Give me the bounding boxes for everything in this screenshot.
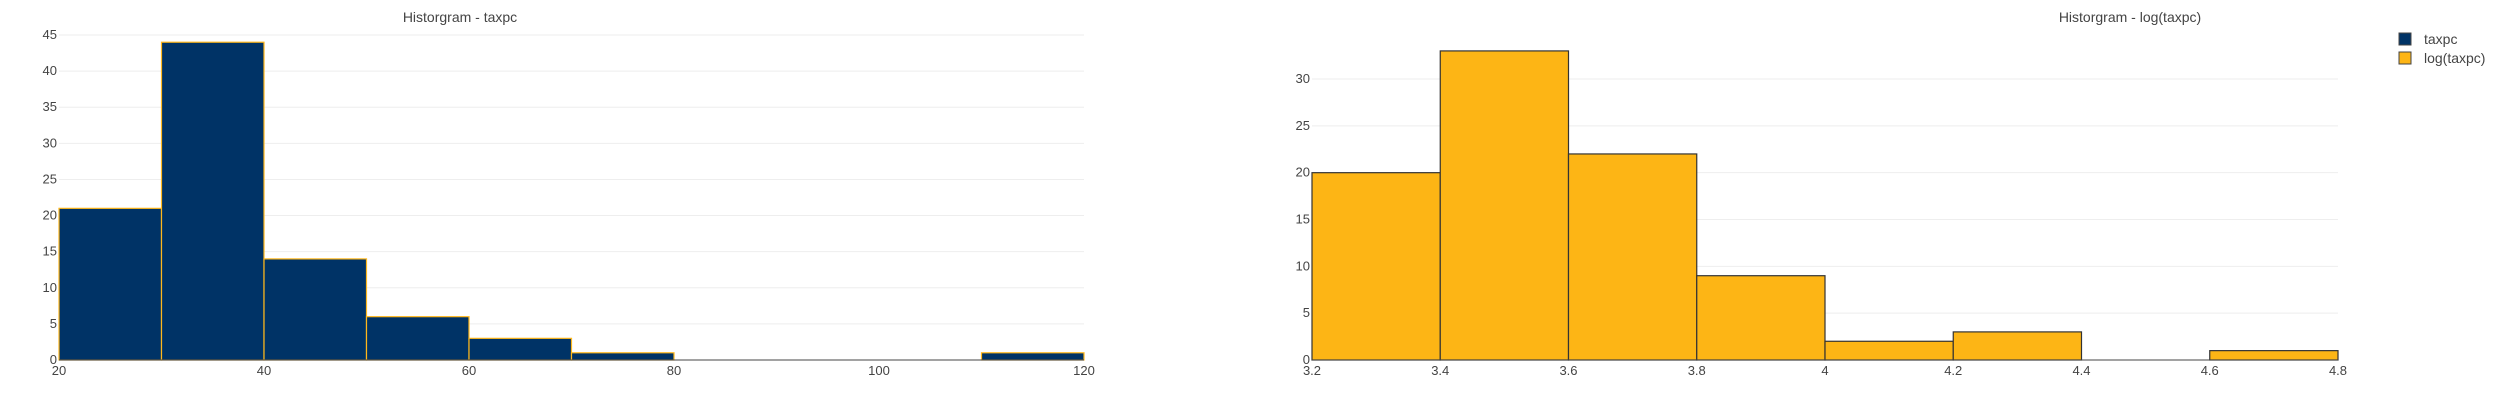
histogram-bar[interactable] <box>365 316 470 361</box>
y-tick-label: 25 <box>43 171 57 186</box>
x-tick-label: 100 <box>868 363 890 378</box>
y-tick-label: 25 <box>1296 118 1310 133</box>
y-tick-label: 5 <box>1303 305 1310 320</box>
y-tick-label: 10 <box>43 280 57 295</box>
x-tick-label: 4 <box>1821 363 1828 378</box>
histogram-bar[interactable] <box>263 258 368 361</box>
histogram-bar[interactable] <box>1567 153 1698 361</box>
histogram-bar[interactable] <box>2209 350 2339 361</box>
histogram-bar[interactable] <box>1952 331 2083 361</box>
x-tick-label: 4.6 <box>2201 363 2219 378</box>
histogram-bar[interactable] <box>570 352 675 361</box>
legend: taxpc log(taxpc) <box>2398 31 2485 66</box>
histogram-bar[interactable] <box>468 337 573 361</box>
histogram-bar[interactable] <box>1439 50 1570 361</box>
x-tick-label: 3.6 <box>1559 363 1577 378</box>
y-tick-label: 0 <box>50 352 57 367</box>
x-tick-label: 4.8 <box>2329 363 2347 378</box>
y-tick-label: 5 <box>50 316 57 331</box>
y-tick-label: 15 <box>43 244 57 259</box>
y-tick-label: 35 <box>43 99 57 114</box>
y-tick-label: 0 <box>1303 352 1310 367</box>
x-tick-label: 60 <box>462 363 476 378</box>
x-tick-label: 3.2 <box>1303 363 1321 378</box>
y-tick-label: 30 <box>1296 71 1310 86</box>
x-tick-label: 4.4 <box>2072 363 2090 378</box>
histogram-bar[interactable] <box>980 352 1085 361</box>
x-tick-label: 120 <box>1073 363 1095 378</box>
legend-swatch-log-taxpc[interactable] <box>2398 51 2412 65</box>
y-tick-label: 20 <box>43 208 57 223</box>
legend-swatch-taxpc[interactable] <box>2398 32 2412 46</box>
histogram-bar[interactable] <box>1696 275 1826 361</box>
x-tick-label: 3.8 <box>1688 363 1706 378</box>
histogram-bar[interactable] <box>160 41 265 361</box>
x-tick-label: 4.2 <box>1944 363 1962 378</box>
y-tick-label: 20 <box>1296 165 1310 180</box>
histogram-bar[interactable] <box>1311 172 1441 361</box>
x-tick-label: 3.4 <box>1431 363 1449 378</box>
histogram-taxpc: Historgram - taxpc 0 5 10 15 20 25 30 35 40 45 20 40… <box>43 9 1095 378</box>
y-tick-label: 30 <box>43 135 57 150</box>
legend-label-taxpc[interactable]: taxpc <box>2424 31 2457 47</box>
y-tick-label: 40 <box>43 63 57 78</box>
y-tick-label: 15 <box>1296 212 1310 227</box>
histogram-bar[interactable] <box>58 207 163 361</box>
histogram-log-taxpc: Historgram - log(taxpc) 0 5 10 15 20 25 30 3.2 3.… <box>1296 9 2348 378</box>
histogram-bar[interactable] <box>1824 340 1954 361</box>
chart-title: Historgram - log(taxpc) <box>2059 9 2201 25</box>
x-tick-label: 40 <box>257 363 271 378</box>
y-tick-label: 45 <box>43 27 57 42</box>
x-tick-label: 80 <box>667 363 681 378</box>
y-tick-label: 10 <box>1296 258 1310 273</box>
chart-title: Historgram - taxpc <box>403 9 517 25</box>
x-tick-label: 20 <box>52 363 66 378</box>
legend-label-log-taxpc[interactable]: log(taxpc) <box>2424 50 2485 66</box>
